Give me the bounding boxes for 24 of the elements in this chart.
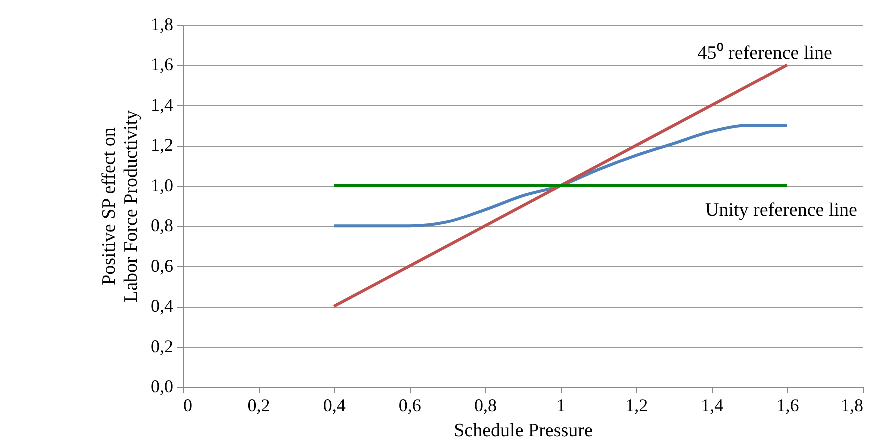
y-tick-label: 0,0 xyxy=(151,376,174,396)
series-label: Unity reference line xyxy=(706,200,858,221)
y-tick-label: 0,8 xyxy=(151,216,174,236)
y-tick-label: 1,4 xyxy=(151,94,174,115)
y-tick-label: 1,8 xyxy=(151,14,174,34)
y-tick-label: 1,6 xyxy=(151,54,174,75)
x-axis-title: Schedule Pressure xyxy=(454,420,593,442)
x-tick-label: 1 xyxy=(556,396,566,416)
x-tick-label: 0,8 xyxy=(474,396,497,416)
y-tick-label: 1,2 xyxy=(151,135,174,156)
x-tick-label: 0,2 xyxy=(248,396,270,416)
x-tick-label: 0,6 xyxy=(398,396,422,416)
x-tick-label: 0,4 xyxy=(323,396,346,416)
x-tick-label: 1,2 xyxy=(626,396,648,416)
y-tick-label: 0,4 xyxy=(151,296,174,316)
y-axis-title: Positive SP effect on Labor Force Productivity xyxy=(99,110,142,303)
x-tick-label: 1,8 xyxy=(841,396,864,416)
y-tick-label: 0,2 xyxy=(151,336,174,356)
y-tick-label: 1,0 xyxy=(151,175,174,196)
x-tick-label: 1,4 xyxy=(701,396,724,416)
x-tick-label: 1,6 xyxy=(776,396,800,416)
series-label: 45⁰ reference line xyxy=(698,42,832,64)
y-tick-label: 0,6 xyxy=(151,256,174,276)
x-tick-label: 0 xyxy=(184,396,192,416)
